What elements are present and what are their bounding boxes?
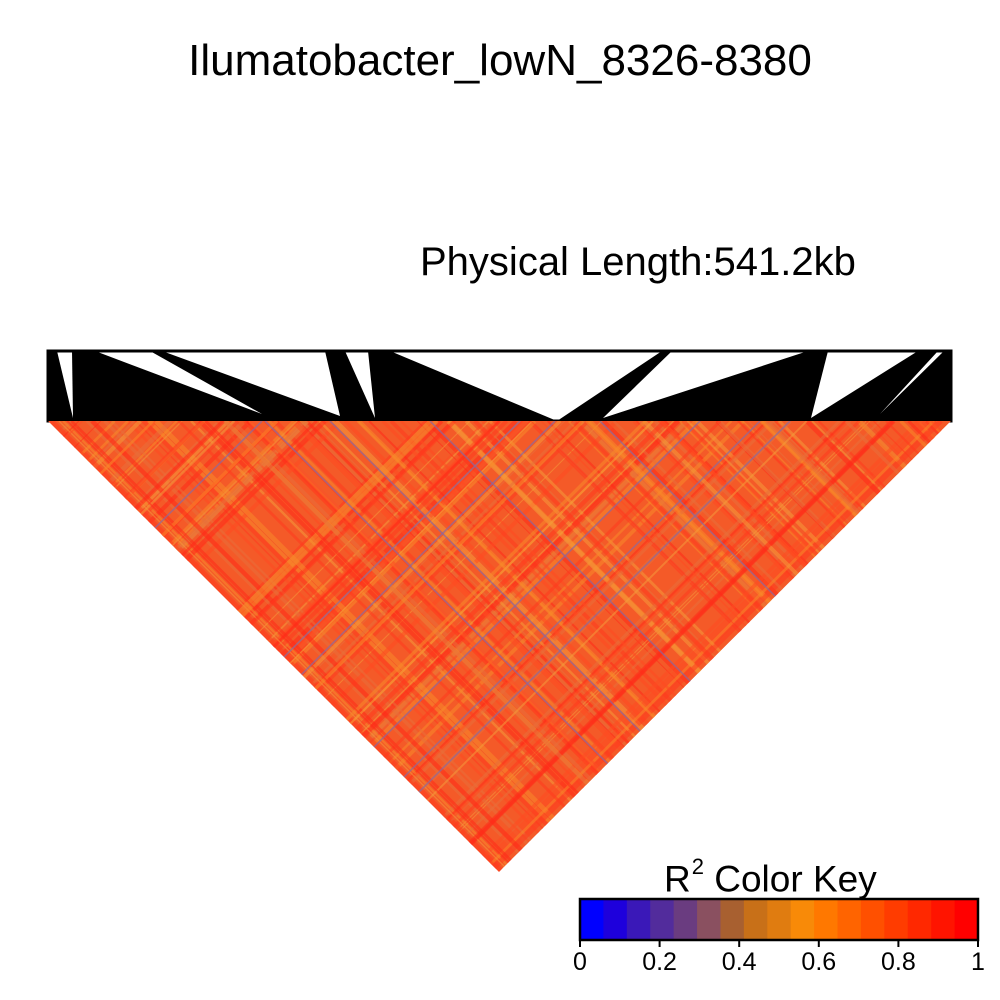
map-gap-3: [345, 351, 375, 418]
color-key-title: R2 Color Key: [664, 854, 877, 900]
color-key-swatch: [626, 899, 651, 940]
color-key-tick-label: 0.4: [721, 948, 757, 976]
physical-length-label: Physical Length:541.2kb: [420, 240, 856, 284]
color-key-swatch: [907, 899, 932, 940]
ld-triangle: [48, 421, 951, 872]
color-key-tick-label: 1: [971, 948, 985, 976]
color-key-tick-label: 0: [573, 948, 587, 976]
color-key-tick-label: 0.2: [642, 948, 677, 976]
map-gap-1: [95, 351, 262, 414]
color-key-swatch: [860, 899, 885, 940]
color-key-frame: [578, 897, 980, 942]
color-key-swatch: [650, 899, 675, 940]
chart-title: Ilumatobacter_lowN_8326-8380: [188, 36, 812, 85]
map-gap-5: [603, 351, 808, 418]
color-key-swatch: [767, 899, 792, 940]
map-gap-6: [811, 351, 918, 418]
color-key-swatch: [697, 899, 721, 940]
color-key-bar: [578, 897, 980, 947]
color-key-swatch: [673, 899, 698, 940]
map-gap-2: [162, 351, 340, 416]
color-key-swatch: [790, 899, 815, 940]
map-gap-7: [880, 351, 944, 414]
color-key-swatch: [837, 899, 862, 940]
color-key-swatch: [720, 899, 745, 940]
color-key-swatch: [931, 899, 956, 940]
color-key-swatch: [884, 899, 909, 940]
color-key-tick-label: 0.8: [881, 948, 916, 976]
color-key-tick-label: 0.6: [801, 948, 837, 976]
color-key-swatch: [954, 899, 979, 940]
map-gap-4: [390, 351, 662, 421]
color-key-swatch: [603, 899, 628, 940]
color-key-swatch: [814, 899, 839, 940]
map-gap-0: [57, 351, 73, 418]
color-key-swatch: [580, 899, 604, 940]
physical-map-connectors: [48, 351, 951, 421]
color-key-swatch: [743, 899, 768, 940]
